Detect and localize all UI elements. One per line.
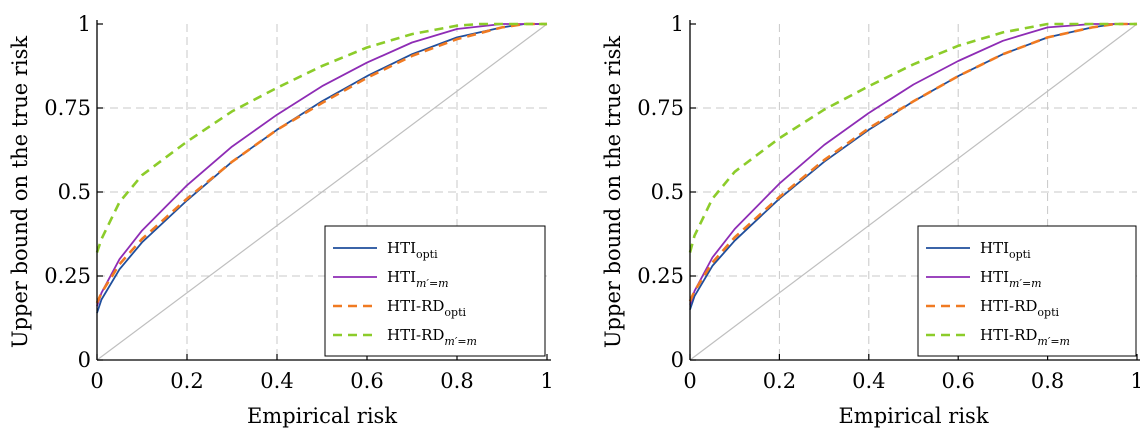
chart-panel-left: 0 0.2 0.4 0.6 0.8 1 0 0.25 0.5 0.75 1 Empirical ris… bbox=[8, 12, 554, 428]
series-line-2 bbox=[688, 22, 1137, 302]
legend-label-subscript: m′=m bbox=[416, 277, 449, 290]
legend-label-0: HTIopti bbox=[980, 239, 1031, 261]
y-axis-label: Upper bound on the true risk bbox=[8, 36, 32, 349]
legend-label-3: HTI-RDm′=m bbox=[980, 326, 1070, 348]
legend-label-1: HTIm′=m bbox=[387, 268, 449, 290]
reference-diagonal-line bbox=[689, 23, 1138, 361]
reference-diagonal-line bbox=[96, 23, 548, 361]
legend-label-subscript: opti bbox=[1009, 248, 1031, 261]
y-tick-label: 1 bbox=[78, 12, 91, 36]
legend-label-main: HTI bbox=[980, 268, 1009, 286]
x-tick-label: 0 bbox=[90, 369, 103, 393]
legend-label-0: HTIopti bbox=[387, 239, 438, 261]
legend-label-subscript: m′=m bbox=[1037, 335, 1070, 348]
legend-label-main: HTI-RD bbox=[387, 297, 444, 315]
x-tick-label: 0.8 bbox=[1031, 369, 1064, 393]
x-tick-label: 0.6 bbox=[941, 369, 974, 393]
x-tick-label: 0.4 bbox=[852, 369, 885, 393]
legend-label-main: HTI-RD bbox=[980, 297, 1037, 315]
y-tick-label: 1 bbox=[671, 12, 684, 36]
x-tick-label: 0.4 bbox=[260, 369, 293, 393]
y-tick-label: 0.5 bbox=[58, 180, 91, 204]
y-tick-label: 0.25 bbox=[44, 264, 91, 288]
y-tick-label: 0 bbox=[671, 348, 684, 372]
legend-label-2: HTI-RDopti bbox=[387, 297, 466, 319]
legend-label-main: HTI bbox=[980, 239, 1009, 257]
series-line-3 bbox=[95, 22, 547, 253]
legend-label-main: HTI-RD bbox=[387, 326, 444, 344]
series-line-3 bbox=[688, 22, 1137, 253]
y-tick-label: 0 bbox=[78, 348, 91, 372]
series-line-0 bbox=[96, 23, 547, 314]
legend-label-subscript: opti bbox=[1037, 306, 1059, 319]
x-axis-label: Empirical risk bbox=[247, 404, 397, 428]
legend-label-main: HTI bbox=[387, 239, 416, 257]
x-tick-label: 0 bbox=[683, 369, 696, 393]
legend-label-3: HTI-RDm′=m bbox=[387, 326, 477, 348]
y-tick-label: 0.5 bbox=[651, 180, 684, 204]
chart-panel-right: 0 0.2 0.4 0.6 0.8 1 0 0.25 0.5 0.75 1 Empirical ris… bbox=[601, 12, 1140, 428]
legend-label-2: HTI-RDopti bbox=[980, 297, 1059, 319]
legend-label-subscript: opti bbox=[416, 248, 438, 261]
x-tick-label: 0.8 bbox=[440, 369, 473, 393]
x-tick-label: 0.2 bbox=[170, 369, 203, 393]
x-tick-label: 1 bbox=[540, 369, 553, 393]
x-axis-label: Empirical risk bbox=[838, 404, 988, 428]
y-tick-label: 0.25 bbox=[637, 264, 684, 288]
legend-label-1: HTIm′=m bbox=[980, 268, 1042, 290]
x-tick-label: 0.6 bbox=[350, 369, 383, 393]
legend-label-subscript: opti bbox=[444, 306, 466, 319]
legend-label-main: HTI bbox=[387, 268, 416, 286]
x-tick-label: 0.2 bbox=[763, 369, 796, 393]
y-tick-label: 0.75 bbox=[637, 96, 684, 120]
legend-label-main: HTI-RD bbox=[980, 326, 1037, 344]
y-tick-label: 0.75 bbox=[44, 96, 91, 120]
y-axis-label: Upper bound on the true risk bbox=[601, 36, 625, 349]
x-tick-label: 1 bbox=[1130, 369, 1140, 393]
legend-label-subscript: m′=m bbox=[444, 335, 477, 348]
legend-label-subscript: m′=m bbox=[1009, 277, 1042, 290]
series-line-2 bbox=[95, 22, 547, 304]
